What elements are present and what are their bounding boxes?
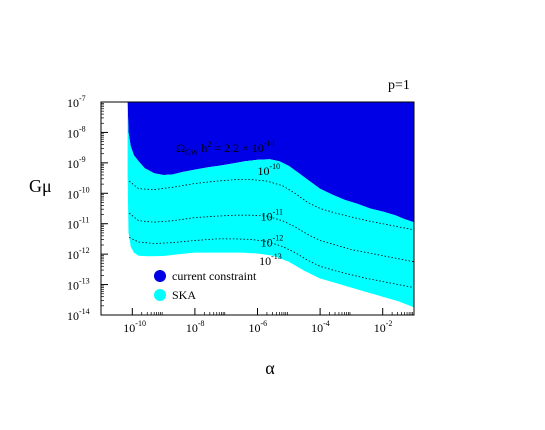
y-tick-label: 10-13 <box>67 277 90 293</box>
y-tick-label: 10-11 <box>67 216 89 232</box>
legend-label: current constraint <box>172 269 257 283</box>
y-axis-ticks: 10-7 10-8 10-9 10-10 10-11 10-12 10-13 10-14 <box>67 94 108 323</box>
contour-label-5: 10-13 <box>259 252 282 268</box>
legend-label: SKA <box>172 288 196 302</box>
x-tick-label: 10-6 <box>249 319 268 335</box>
contour-label-4: 10-12 <box>261 234 284 250</box>
contour-line-2 <box>128 179 415 231</box>
x-axis-label: α <box>265 358 275 378</box>
y-tick-label: 10-10 <box>67 185 90 201</box>
contour-label-2: 10-10 <box>258 162 281 178</box>
legend-marker <box>154 270 166 282</box>
region-ska <box>127 102 414 308</box>
contour-label-1: ΩGW h2 = 2.2 × 10-10 <box>176 139 274 157</box>
x-tick-label: 10-2 <box>374 319 393 335</box>
plot-area: ΩGW h2 = 2.2 × 10-10 10-10 10-11 10-12 10-13… <box>67 94 415 335</box>
y-tick-label: 10-14 <box>67 307 90 323</box>
x-tick-label: 10-4 <box>311 319 330 335</box>
x-axis-ticks: 10-10 10-8 10-6 10-4 10-2 <box>123 308 413 335</box>
y-tick-label: 10-8 <box>67 124 86 140</box>
x-tick-label: 10-10 <box>123 319 146 335</box>
legend-marker <box>154 289 166 301</box>
legend: current constraint SKA <box>154 269 257 302</box>
y-tick-label: 10-9 <box>67 155 86 171</box>
contour-line-3 <box>128 212 415 263</box>
panel-label: p=1 <box>388 78 410 93</box>
contour-label-3: 10-11 <box>261 208 283 224</box>
x-tick-label: 10-8 <box>186 319 205 335</box>
y-tick-label: 10-7 <box>67 94 86 110</box>
y-tick-label: 10-12 <box>67 246 90 262</box>
y-axis-label: Gμ <box>29 176 52 196</box>
contour-labels: ΩGW h2 = 2.2 × 10-10 10-10 10-11 10-12 10-13 <box>176 139 283 268</box>
region-current-constraint <box>127 102 414 223</box>
contour-lines <box>128 179 415 288</box>
